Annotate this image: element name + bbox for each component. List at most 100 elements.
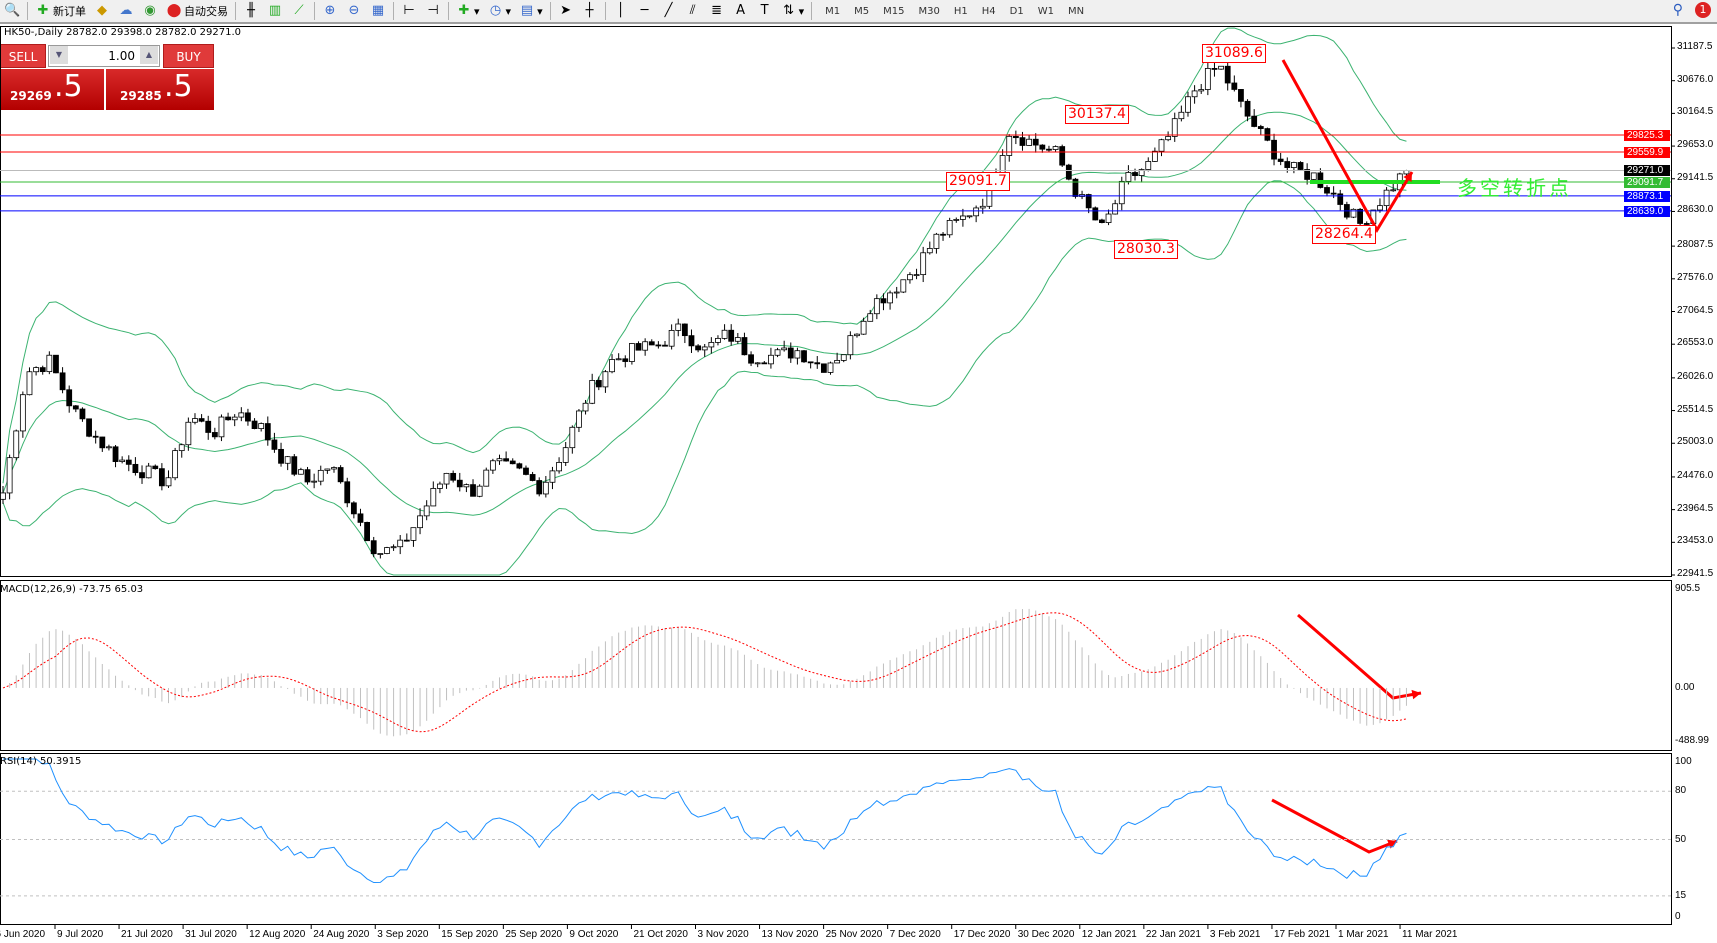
timeframe-m30[interactable]: M30 bbox=[918, 5, 940, 17]
candle bbox=[1178, 111, 1185, 120]
candle bbox=[33, 367, 39, 373]
candle bbox=[165, 477, 172, 487]
annotation-high[interactable]: 31089.6 bbox=[1202, 44, 1266, 63]
timeframe-m5[interactable]: M5 bbox=[854, 5, 870, 17]
candle bbox=[1304, 169, 1311, 180]
zoom-out-button[interactable]: ⊖ bbox=[342, 1, 366, 21]
arrows-button[interactable]: ⇅ ▾ bbox=[777, 1, 809, 21]
channel-button[interactable]: ⫽ bbox=[681, 1, 705, 21]
signals-button[interactable]: ◉ bbox=[138, 1, 162, 21]
candle bbox=[397, 539, 404, 548]
price-tag[interactable]: 29271.0 bbox=[1624, 165, 1670, 177]
templates-button[interactable]: ▤ ▾ bbox=[520, 3, 543, 18]
date-axis-label: 9 Jul 2020 bbox=[57, 929, 104, 940]
crosshair-button[interactable]: ┼ bbox=[578, 1, 602, 21]
candle bbox=[185, 421, 192, 446]
price-tag[interactable]: 29825.3 bbox=[1624, 130, 1670, 142]
timeframe-w1[interactable]: W1 bbox=[1037, 5, 1054, 17]
vertical-line-button[interactable]: │ bbox=[609, 1, 633, 21]
candle bbox=[1039, 144, 1046, 150]
annotation-29091[interactable]: 29091.7 bbox=[946, 172, 1010, 191]
text-button[interactable]: A bbox=[729, 1, 753, 21]
timeframe-h4[interactable]: H4 bbox=[981, 5, 996, 17]
candle bbox=[1330, 192, 1337, 195]
timeframe-mn[interactable]: MN bbox=[1067, 5, 1085, 17]
candle bbox=[384, 547, 390, 554]
auto-trading-button[interactable]: ⬤ 自动交易 bbox=[162, 1, 232, 21]
candle bbox=[1006, 135, 1013, 156]
metaeditor-icon: ◆ bbox=[97, 3, 107, 18]
buy-price-main: 29285 bbox=[120, 89, 162, 103]
candle bbox=[205, 420, 212, 433]
bar-chart-button[interactable]: ╫ bbox=[239, 1, 263, 21]
candle-chart-button[interactable]: ▥ bbox=[263, 1, 287, 21]
candle bbox=[629, 343, 635, 362]
annotation-28030[interactable]: 28030.3 bbox=[1114, 240, 1178, 259]
new-order-button[interactable]: ✚ 新订单 bbox=[31, 1, 90, 21]
periods-button[interactable]: ◷ ▾ bbox=[484, 1, 516, 21]
price-tag[interactable]: 28639.0 bbox=[1624, 205, 1670, 217]
notification-badge[interactable]: 1 bbox=[1695, 2, 1711, 18]
candle bbox=[132, 463, 139, 474]
horizontal-line-icon: ─ bbox=[640, 3, 649, 18]
fibonacci-button[interactable]: ≣ bbox=[705, 1, 729, 21]
divider bbox=[393, 2, 394, 20]
price-axis-label: 26553.0 bbox=[1677, 337, 1714, 349]
cursor-button[interactable]: ➤ bbox=[554, 1, 578, 21]
timeframe-m1[interactable]: M1 bbox=[825, 5, 841, 17]
price-tag[interactable]: 29559.9 bbox=[1624, 147, 1670, 159]
candle bbox=[715, 337, 721, 343]
candle bbox=[662, 344, 668, 347]
turning-point-text[interactable]: 多空转折点 bbox=[1457, 176, 1572, 200]
macd-arrow bbox=[1297, 613, 1422, 700]
tile-windows-button[interactable]: ▦ bbox=[366, 1, 390, 21]
zoom-in-button[interactable]: ⊕ bbox=[318, 1, 342, 21]
metaeditor-button[interactable]: ◆ bbox=[90, 1, 114, 21]
trendline-button[interactable]: ╱ bbox=[657, 1, 681, 21]
candle bbox=[655, 344, 662, 347]
candle bbox=[787, 347, 794, 359]
lot-increase-button[interactable]: ▲ bbox=[140, 46, 158, 64]
candle bbox=[1271, 139, 1277, 160]
new-order-icon: ✚ bbox=[37, 3, 49, 18]
search-icon[interactable]: ⚲ bbox=[1672, 2, 1683, 18]
timeframe-d1[interactable]: D1 bbox=[1009, 5, 1024, 17]
chart-shift-button[interactable]: ⊣ bbox=[421, 1, 445, 21]
date-axis-label: 3 Sep 2020 bbox=[377, 929, 429, 940]
autoscroll-button[interactable]: ⊢ bbox=[397, 1, 421, 21]
line-chart-button[interactable]: ⟋ bbox=[287, 1, 311, 21]
candle bbox=[1151, 150, 1158, 162]
indicators-button[interactable]: ✚ ▾ bbox=[452, 1, 484, 21]
annotation-30137[interactable]: 30137.4 bbox=[1065, 105, 1129, 124]
date-axis-label: 11 Mar 2021 bbox=[1402, 929, 1458, 940]
buy-price-button[interactable]: 29285 .5 bbox=[106, 69, 214, 110]
sell-price-button[interactable]: 29269 .5 bbox=[0, 69, 104, 110]
candle bbox=[238, 412, 245, 418]
timeframe-h1[interactable]: H1 bbox=[953, 5, 968, 17]
price-axis-label: 28087.5 bbox=[1677, 239, 1714, 251]
candle bbox=[390, 546, 397, 549]
profiles-button[interactable]: 🔍 bbox=[0, 1, 24, 21]
lot-size-input[interactable]: 1.00 bbox=[48, 45, 160, 67]
date-axis-label: 13 Nov 2020 bbox=[761, 929, 819, 940]
candle bbox=[463, 484, 470, 488]
price-tag[interactable]: 28873.1 bbox=[1624, 190, 1670, 202]
community-button[interactable]: ☁ bbox=[114, 1, 138, 21]
price-tag[interactable]: 29091.7 bbox=[1624, 176, 1670, 188]
chart-title: HK50-,Daily 28782.0 29398.0 28782.0 2927… bbox=[4, 27, 242, 38]
horizontal-line-button[interactable]: ─ bbox=[633, 1, 657, 21]
candle bbox=[331, 467, 337, 470]
buy-button[interactable]: BUY bbox=[163, 44, 214, 68]
sell-button[interactable]: SELL bbox=[0, 44, 46, 68]
annotation-28264[interactable]: 28264.4 bbox=[1312, 225, 1376, 244]
timeframe-m15[interactable]: M15 bbox=[883, 5, 905, 17]
candle bbox=[456, 479, 463, 488]
label-button[interactable]: T bbox=[753, 1, 777, 21]
candle bbox=[278, 448, 284, 464]
candle bbox=[589, 380, 596, 404]
candle bbox=[245, 412, 251, 422]
lot-decrease-button[interactable]: ▼ bbox=[50, 46, 68, 64]
candle bbox=[642, 341, 649, 351]
line-chart-icon: ⟋ bbox=[294, 3, 304, 18]
